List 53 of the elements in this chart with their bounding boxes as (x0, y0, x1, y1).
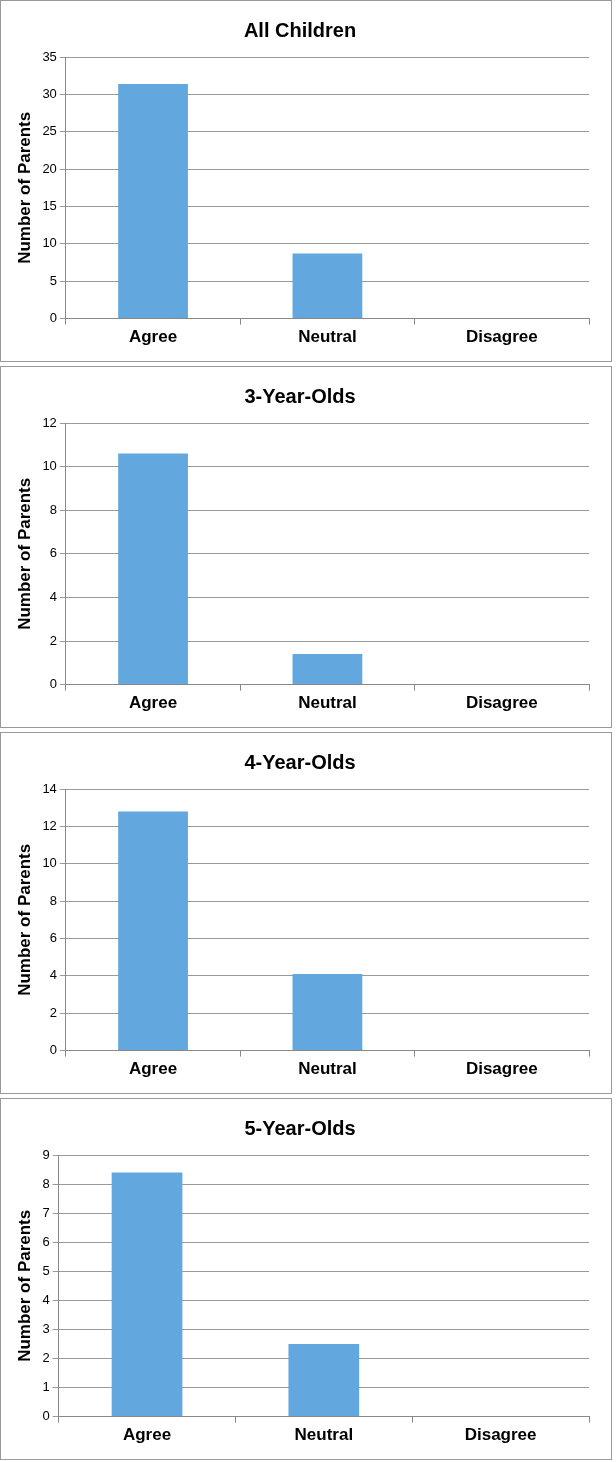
y-tick-label: 35 (42, 48, 57, 64)
chart-title: 5-Year-Olds (244, 1116, 356, 1139)
y-tick-label: 4 (49, 588, 57, 604)
y-tick-label: 12 (42, 414, 57, 430)
y-tick-label: 6 (49, 545, 57, 561)
y-tick-label: 8 (49, 892, 57, 908)
y-axis-title: Number of Parents (14, 111, 34, 264)
y-tick-label: 14 (42, 780, 57, 796)
y-tick-label: 8 (49, 501, 57, 517)
y-tick-label: 4 (42, 1291, 50, 1307)
y-tick-label: 2 (49, 632, 57, 648)
x-tick-label: Neutral (298, 327, 357, 347)
y-tick-label: 5 (49, 272, 57, 288)
y-tick-label: 6 (49, 930, 57, 946)
y-tick-label: 25 (42, 123, 57, 139)
y-tick-label: 10 (42, 235, 57, 251)
y-axis-title: Number of Parents (14, 843, 34, 996)
y-axis-title: Number of Parents (14, 1209, 34, 1362)
y-tick-label: 0 (49, 676, 57, 692)
y-tick-label: 4 (49, 967, 57, 983)
chart-title: All Children (243, 18, 357, 41)
y-tick-label: 5 (42, 1262, 50, 1278)
x-tick-label: Agree (128, 327, 178, 347)
chart-title: 4-Year-Olds (244, 750, 356, 773)
y-tick-label: 20 (42, 160, 57, 176)
x-tick-label: Neutral (298, 693, 357, 713)
y-tick-label: 3 (42, 1320, 50, 1336)
x-tick-label: Disagree (465, 1059, 538, 1079)
x-tick-label: Agree (128, 1059, 178, 1079)
y-tick-label: 0 (49, 310, 57, 326)
x-tick-label: Agree (128, 693, 178, 713)
y-tick-label: 6 (42, 1233, 50, 1249)
y-tick-label: 12 (42, 817, 57, 833)
x-tick-label: Neutral (298, 1059, 357, 1079)
y-tick-label: 1 (42, 1379, 50, 1395)
x-tick-label: Disagree (464, 1425, 537, 1445)
y-tick-label: 30 (42, 85, 57, 101)
chart-title: 3-Year-Olds (244, 384, 356, 407)
y-tick-label: 7 (42, 1204, 50, 1220)
y-tick-label: 10 (42, 855, 57, 871)
y-tick-label: 0 (49, 1042, 57, 1058)
y-tick-label: 0 (42, 1408, 50, 1424)
y-axis-title: Number of Parents (14, 477, 34, 630)
y-tick-label: 8 (42, 1175, 50, 1191)
x-tick-label: Neutral (294, 1425, 354, 1445)
y-tick-label: 9 (42, 1146, 50, 1162)
x-tick-label: Disagree (465, 693, 538, 713)
y-tick-label: 10 (42, 458, 57, 474)
y-tick-label: 15 (42, 198, 57, 214)
x-tick-label: Agree (122, 1425, 172, 1445)
y-tick-label: 2 (49, 1004, 57, 1020)
x-tick-label: Disagree (465, 327, 538, 347)
y-tick-label: 2 (42, 1350, 50, 1366)
